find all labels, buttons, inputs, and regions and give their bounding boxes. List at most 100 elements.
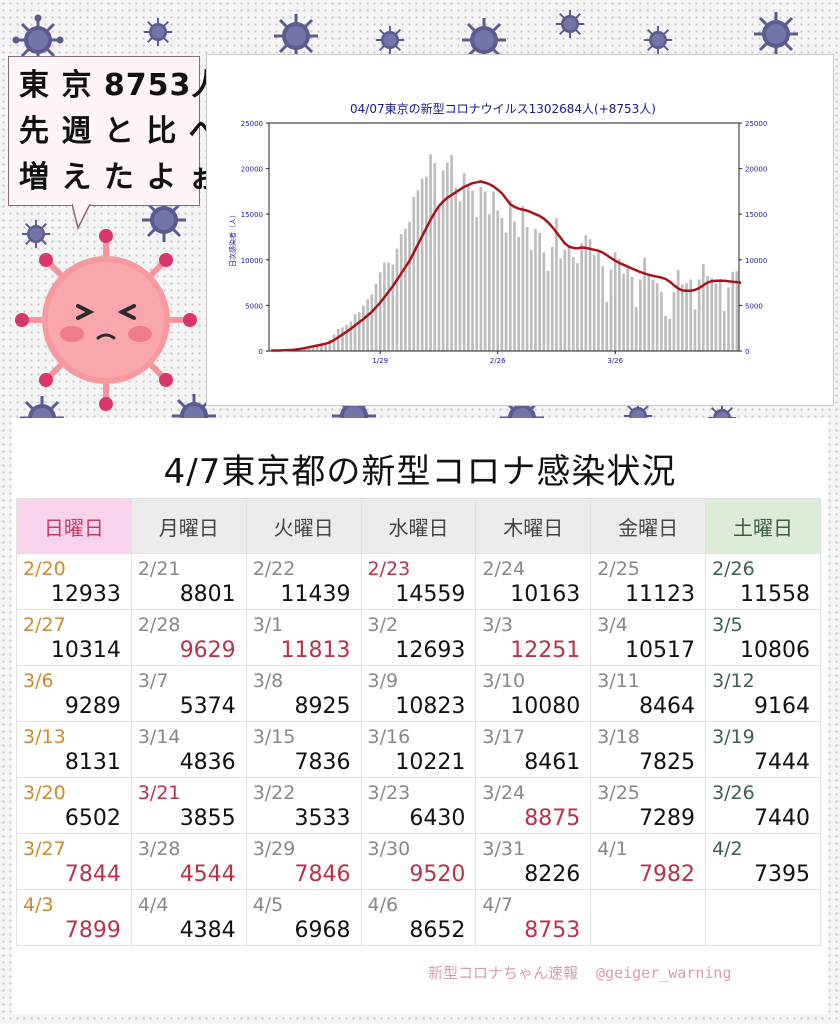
- day-date: 3/18: [597, 726, 640, 748]
- day-case-count: 6968: [294, 918, 351, 943]
- daily-case-bar: [437, 206, 441, 351]
- day-cell: 4/6 8652: [360, 889, 477, 946]
- day-cell: 3/29 7846: [245, 833, 362, 890]
- daily-case-bar: [391, 264, 395, 351]
- day-date: 3/5: [712, 614, 743, 636]
- day-cell: 3/25 7289: [590, 777, 707, 834]
- day-cell: 3/21 3855: [130, 777, 247, 834]
- day-cell: 4/1 7982: [590, 833, 707, 890]
- day-date: 3/17: [482, 726, 526, 748]
- day-cell: 4/2 7395: [705, 833, 821, 890]
- day-date: 4/7: [482, 894, 513, 916]
- bubble-tail: [72, 204, 91, 230]
- day-case-count: 8925: [294, 694, 351, 719]
- day-cell: 3/9 10823: [360, 665, 477, 722]
- day-cell: 3/16 10221: [360, 721, 477, 778]
- daily-case-bar: [425, 176, 428, 351]
- daily-case-bar: [383, 262, 386, 351]
- day-cell: 2/28 9629: [130, 609, 247, 666]
- daily-case-bar: [727, 287, 730, 351]
- day-case-count: 10080: [510, 694, 581, 719]
- y-tick-label-left: 0: [259, 348, 263, 356]
- day-case-count: 7899: [64, 918, 121, 943]
- day-case-count: 6502: [64, 806, 121, 831]
- day-date: 4/6: [367, 894, 399, 916]
- credit-line: 新型コロナちゃん速報 @geiger_warning: [428, 962, 749, 983]
- daily-case-bar: [320, 345, 323, 351]
- daily-case-bar: [420, 178, 424, 351]
- daily-case-bar: [475, 216, 479, 351]
- day-cell: [590, 889, 707, 946]
- daily-case-bar: [525, 226, 529, 351]
- daily-case-bar: [555, 218, 558, 351]
- day-case-count: 5374: [179, 694, 236, 719]
- day-cell: 2/27 10314: [16, 609, 132, 666]
- day-date: 3/26: [712, 782, 755, 804]
- daily-case-bar: [534, 228, 537, 351]
- daily-case-bar: [639, 279, 642, 351]
- daily-case-bar: [693, 309, 697, 351]
- virus-icon: [555, 9, 585, 39]
- credit-source: 新型コロナちゃん速報: [428, 964, 579, 982]
- day-case-count: 4836: [179, 750, 236, 775]
- week-row: 2/20 12933 2/21 8801 2/22 11439 2/23 14559 2/24 1…: [16, 553, 821, 610]
- virus-icon: [143, 17, 173, 47]
- daily-case-bar: [315, 346, 319, 351]
- daily-case-bar: [408, 221, 411, 351]
- day-case-count: 4544: [179, 862, 236, 887]
- bubble-line: 東 京 8753人: [19, 68, 223, 103]
- week-row: 4/3 7899 4/4 4384 4/5 6968 4/6 8652 4/7 8753: [16, 889, 821, 946]
- daily-case-bar: [362, 305, 365, 351]
- daily-case-bar: [462, 173, 466, 351]
- daily-case-bar: [412, 196, 416, 351]
- day-date: 2/22: [252, 558, 296, 580]
- daily-case-bar: [710, 278, 714, 351]
- daily-case-bar: [517, 237, 521, 351]
- y-tick-label-right: 0: [745, 348, 749, 356]
- x-tick-label: 2/26: [490, 357, 506, 365]
- daily-case-bar: [458, 201, 462, 351]
- day-case-count: 14559: [395, 582, 466, 607]
- daily-case-bar: [466, 185, 470, 351]
- day-cell: 4/4 4384: [130, 889, 247, 946]
- daily-case-bar: [735, 271, 739, 351]
- daily-case-bar: [492, 191, 495, 351]
- daily-case-bar: [584, 235, 588, 351]
- day-case-count: 10163: [510, 582, 581, 607]
- virus-mascot-icon: [15, 229, 197, 411]
- x-tick-label: 1/29: [372, 357, 388, 365]
- daily-case-bar: [307, 347, 311, 351]
- day-cell: 3/4 10517: [590, 609, 707, 666]
- weekday-wednesday: 水曜日: [360, 498, 477, 554]
- day-cell: 3/17 8461: [475, 721, 592, 778]
- day-date: 4/2: [712, 838, 743, 860]
- day-cell: 3/18 7825: [590, 721, 707, 778]
- weekday-tuesday: 火曜日: [245, 498, 362, 554]
- day-date: 3/20: [23, 782, 66, 804]
- daily-case-bar: [731, 272, 735, 351]
- day-case-count: 11439: [280, 582, 351, 607]
- day-cell: 2/24 10163: [475, 553, 592, 610]
- virus-icon: [643, 25, 673, 55]
- day-cell: 3/24 8875: [475, 777, 592, 834]
- day-date: 3/31: [482, 838, 526, 860]
- day-date: 3/7: [137, 670, 169, 692]
- daily-case-bar: [336, 328, 340, 351]
- y-tick-label-right: 25000: [745, 120, 767, 128]
- day-case-count: 11558: [740, 582, 810, 607]
- day-date: 3/1: [252, 614, 284, 636]
- day-cell: 3/6 9289: [16, 665, 132, 722]
- day-case-count: 8464: [639, 694, 696, 719]
- day-date: 3/6: [23, 670, 54, 692]
- daily-case-bar: [538, 233, 542, 351]
- day-date: 3/23: [367, 782, 411, 804]
- daily-case-bar: [722, 311, 726, 351]
- daily-case-bar: [433, 163, 437, 351]
- day-date: 3/14: [137, 726, 181, 748]
- bubble-line: 増 え た よ ぉ: [19, 160, 220, 195]
- y-tick-label-left: 10000: [241, 257, 263, 265]
- daily-case-bar: [357, 312, 361, 351]
- daily-case-bar: [374, 283, 378, 351]
- day-date: 4/5: [252, 894, 284, 916]
- daily-case-bar: [311, 347, 315, 351]
